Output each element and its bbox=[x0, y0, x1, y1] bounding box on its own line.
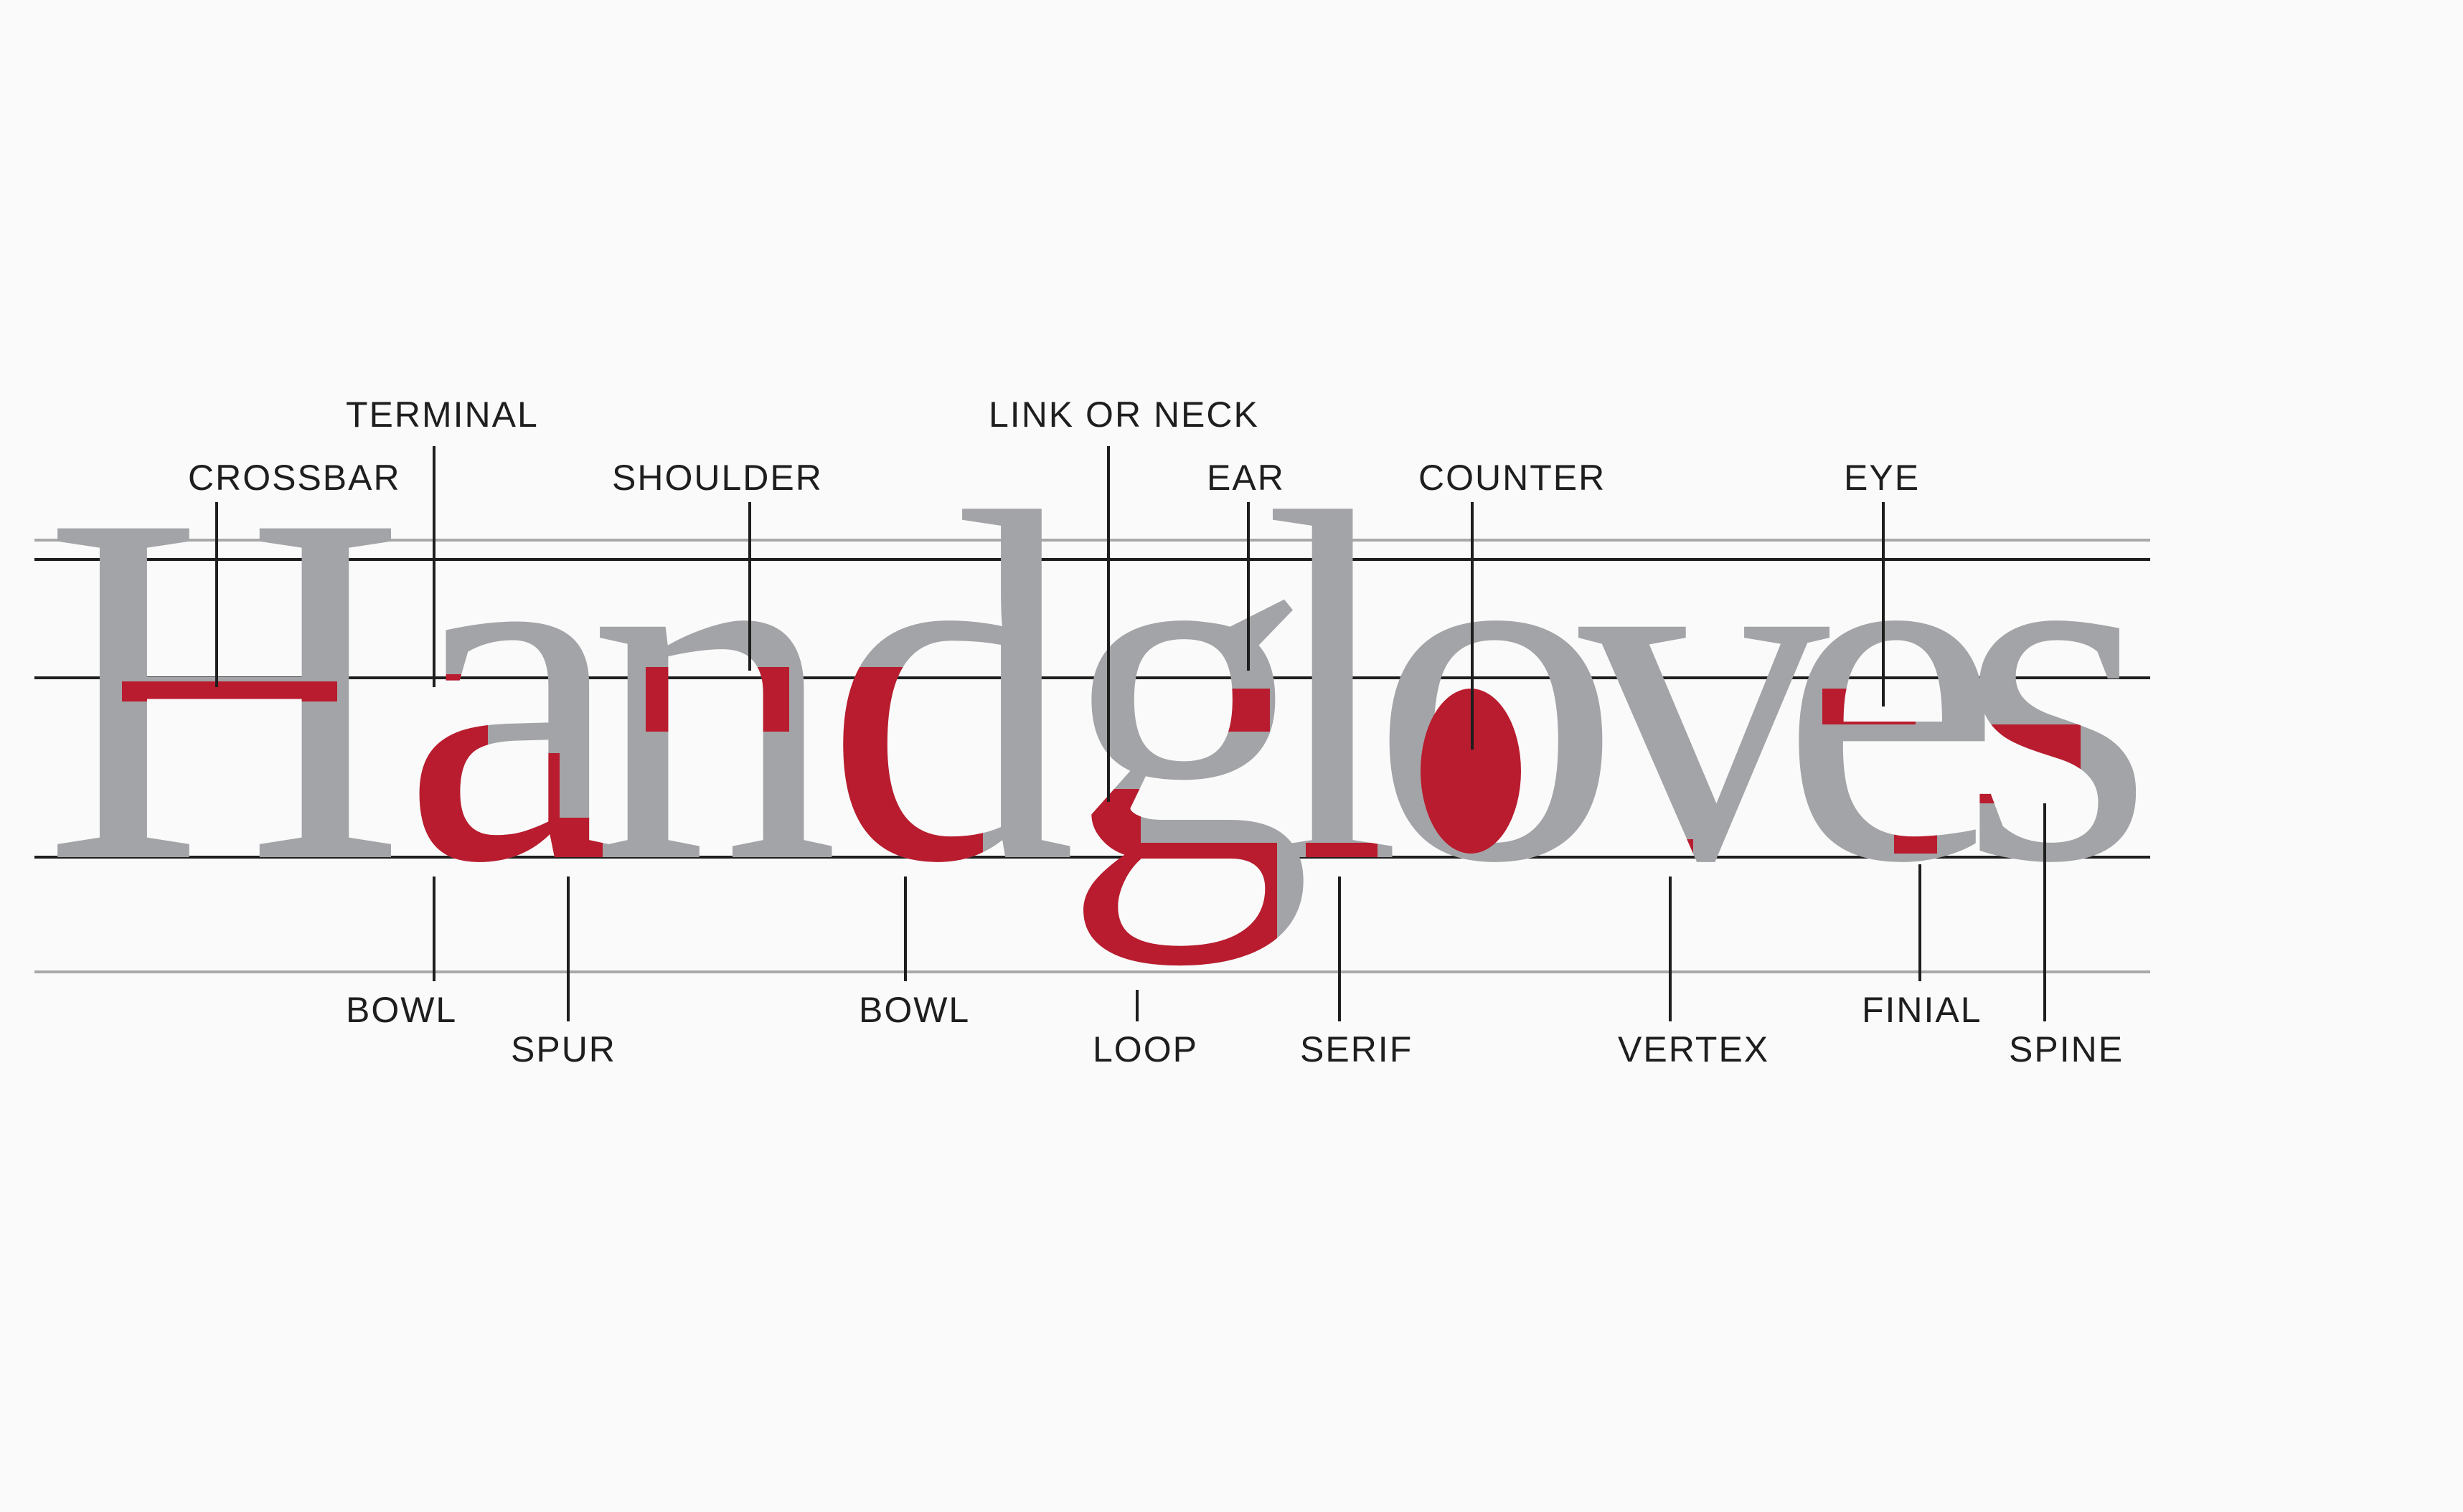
label-spur: SPUR bbox=[511, 1029, 616, 1069]
highlight-spur: a bbox=[402, 410, 625, 966]
bottom-labels: BOWL SPUR BOWL LOOP SERIF VERTEX FINIAL … bbox=[346, 990, 2124, 1069]
highlight-ear: g bbox=[1062, 410, 1313, 967]
highlight-serif: l bbox=[1263, 410, 1402, 966]
label-finial: FINIAL bbox=[1862, 990, 1982, 1030]
bottom-leaders bbox=[433, 803, 2046, 1021]
glyph-o: o bbox=[1370, 410, 1621, 966]
glyph-n: n bbox=[588, 410, 839, 966]
highlighted-parts: H a a a n d g g g l v e e s bbox=[43, 410, 2154, 967]
label-spine: SPINE bbox=[2009, 1029, 2124, 1069]
glyph-l: l bbox=[1263, 410, 1402, 966]
label-serif: SERIF bbox=[1300, 1029, 1413, 1069]
highlight-crossbar: H bbox=[43, 410, 406, 966]
highlight-loop: g bbox=[1062, 410, 1313, 967]
label-crossbar: CROSSBAR bbox=[188, 458, 401, 498]
glyph-g: g bbox=[1062, 410, 1313, 967]
glyph-d: d bbox=[825, 410, 1076, 966]
highlight-terminal: a bbox=[402, 410, 625, 966]
highlight-counter bbox=[1421, 689, 1521, 854]
glyph-H: H bbox=[43, 410, 406, 966]
label-terminal: TERMINAL bbox=[346, 394, 539, 435]
label-link-or-neck: LINK OR NECK bbox=[989, 394, 1259, 435]
label-loop: LOOP bbox=[1093, 1029, 1198, 1069]
top-labels: TERMINAL CROSSBAR SHOULDER LINK OR NECK … bbox=[188, 394, 1920, 498]
label-ear: EAR bbox=[1207, 458, 1285, 498]
highlight-spine: s bbox=[1959, 410, 2154, 966]
label-vertex: VERTEX bbox=[1618, 1029, 1769, 1069]
label-eye: EYE bbox=[1844, 458, 1920, 498]
label-counter: COUNTER bbox=[1418, 458, 1606, 498]
glyph-v: v bbox=[1578, 410, 1829, 966]
label-bowl-d: BOWL bbox=[859, 990, 970, 1030]
highlight-eye: e bbox=[1779, 410, 2002, 966]
top-leaders bbox=[215, 446, 1885, 802]
label-bowl-a: BOWL bbox=[346, 990, 457, 1030]
label-shoulder: SHOULDER bbox=[612, 458, 823, 498]
highlight-link: g bbox=[1062, 410, 1313, 967]
highlight-vertex: v bbox=[1578, 410, 1829, 966]
glyph-s: s bbox=[1959, 410, 2154, 966]
highlight-finial: e bbox=[1779, 410, 2002, 966]
glyph-a: a bbox=[402, 410, 625, 966]
highlight-shoulder: n bbox=[588, 410, 839, 966]
word-glyphs: H a n d g l o v e s bbox=[43, 410, 2154, 967]
glyph-e: e bbox=[1779, 410, 2002, 966]
highlight-bowl-a: a bbox=[402, 410, 625, 966]
highlight-bowl-d: d bbox=[825, 410, 1076, 966]
